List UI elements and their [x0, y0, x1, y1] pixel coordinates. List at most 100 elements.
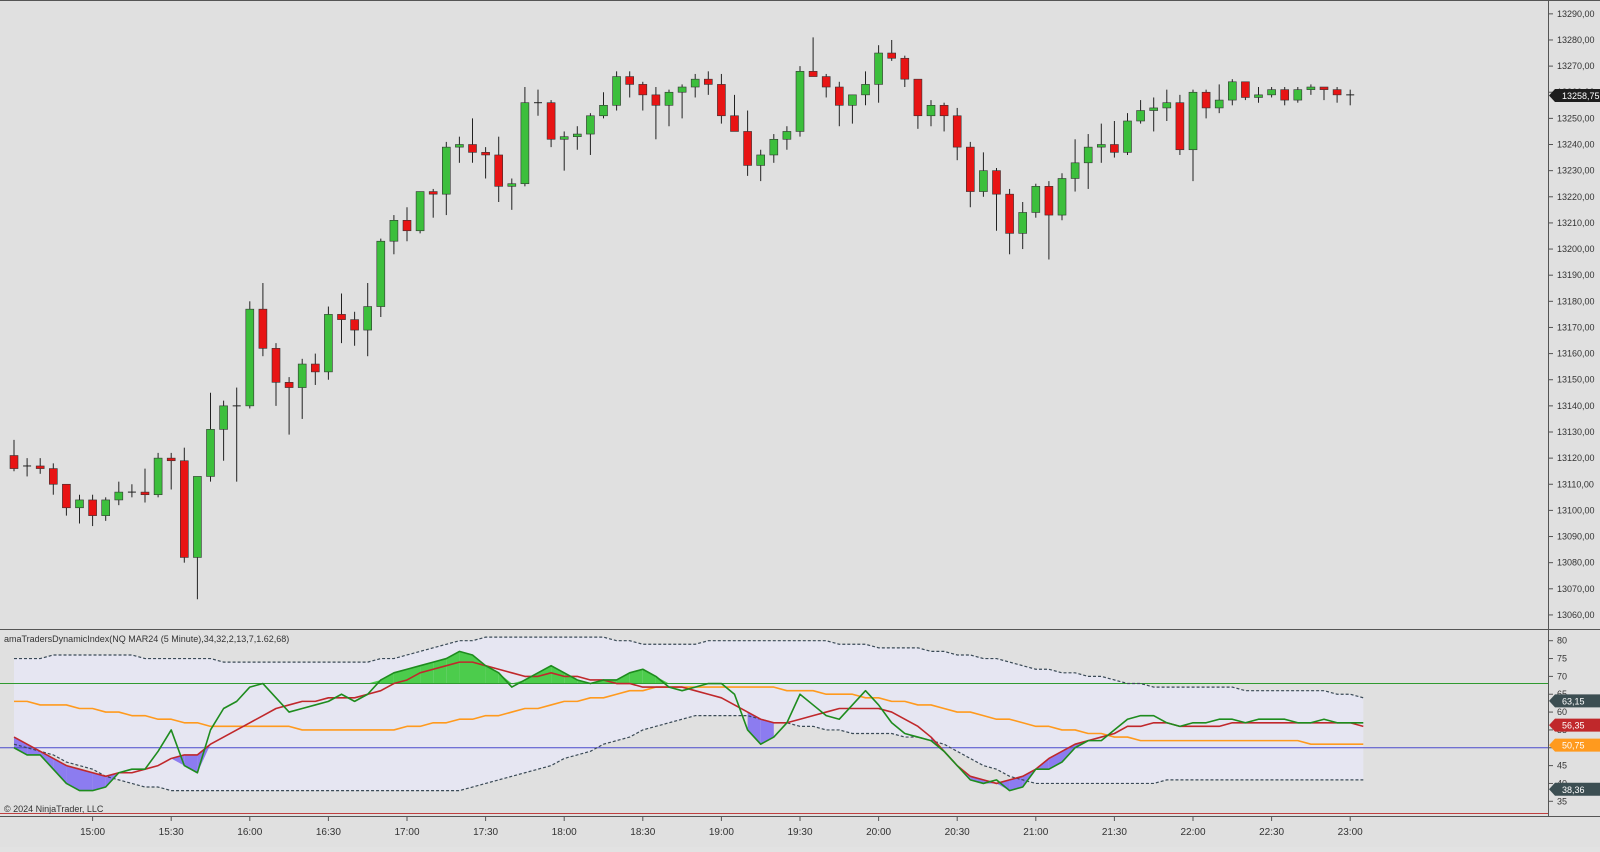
signal-line-tag-text: 56,35	[1562, 721, 1585, 731]
time-tick-label: 17:00	[394, 827, 419, 838]
candle	[1332, 87, 1342, 103]
candle	[1254, 87, 1263, 103]
candle	[101, 497, 110, 521]
candle	[1201, 89, 1211, 119]
overbought-cloud	[420, 662, 434, 684]
indicator-tick-label: 75	[1557, 654, 1567, 664]
candle	[1188, 89, 1198, 182]
candle	[75, 494, 84, 524]
candle	[965, 141, 975, 208]
oversold-cloud	[92, 772, 106, 791]
value-tags: 13258,75 63,15 56,35 50,75 38,36	[1549, 89, 1600, 796]
candle	[612, 71, 621, 111]
price-tick-label: 13270,00	[1557, 61, 1595, 71]
candle	[114, 481, 124, 506]
candle-body-down	[939, 105, 949, 117]
candle-body-down	[350, 319, 359, 331]
candle	[1083, 134, 1093, 189]
candle	[664, 89, 674, 127]
candle	[402, 207, 412, 242]
price-tick-label: 13220,00	[1557, 192, 1595, 202]
upper-band-tag-bg	[1549, 694, 1600, 708]
candle-body-down	[88, 499, 97, 516]
candle	[1110, 120, 1119, 158]
candle	[1005, 188, 1014, 255]
candle	[651, 87, 661, 140]
candle	[743, 110, 752, 176]
candle-body-up	[153, 457, 163, 496]
upper-band-tag-text: 63,15	[1562, 696, 1585, 706]
price-tick-label: 13230,00	[1557, 166, 1595, 176]
overbought-cloud	[655, 676, 669, 684]
candle	[1097, 123, 1106, 163]
time-tick-label: 16:30	[316, 827, 341, 838]
candle	[140, 468, 150, 503]
candle-body-down	[1175, 102, 1185, 151]
candle-body-up	[677, 86, 687, 93]
candle-body-down	[703, 78, 713, 85]
price-tick-label: 13240,00	[1557, 140, 1595, 150]
candle	[821, 73, 831, 98]
candle-body-up	[1188, 91, 1198, 151]
indicator-tick-label: 70	[1557, 671, 1567, 681]
middle-band-tag-bg	[1549, 738, 1600, 752]
price-tick-label: 13080,00	[1557, 558, 1595, 568]
candle	[599, 92, 608, 119]
candle	[310, 353, 320, 385]
lower-band-line	[13, 715, 1364, 792]
price-panel-bg	[0, 0, 1548, 630]
candle-body-down	[62, 483, 71, 509]
candle-body-up	[848, 94, 857, 106]
overbought-cloud	[459, 651, 473, 684]
time-tick-label: 18:30	[630, 827, 655, 838]
candle-body-up	[363, 306, 373, 331]
candle	[769, 134, 779, 163]
price-candles	[9, 37, 1355, 600]
upper-band-line	[14, 636, 1364, 699]
candle-body-up	[507, 183, 517, 187]
candle-body-down	[834, 86, 844, 106]
time-tick-label: 21:00	[1023, 827, 1048, 838]
candle	[926, 100, 936, 127]
price-tick-label: 13140,00	[1557, 401, 1595, 411]
candle	[1123, 113, 1132, 155]
candle	[193, 476, 202, 600]
candle-body-up	[1254, 94, 1263, 98]
candle-body-up	[1031, 186, 1041, 213]
candle-body-down	[965, 146, 975, 192]
candle	[180, 447, 189, 563]
candle	[703, 71, 713, 95]
time-tick-label: 19:30	[787, 827, 812, 838]
oversold-cloud	[197, 744, 211, 773]
candle	[166, 452, 176, 490]
overbought-cloud	[642, 669, 656, 684]
candle-body-up	[1123, 120, 1132, 153]
candle	[586, 113, 595, 155]
candle	[1346, 89, 1355, 106]
price-tick-label: 13210,00	[1557, 218, 1595, 228]
candle-body-down	[9, 455, 19, 469]
candle	[23, 458, 32, 477]
price-tick-label: 13280,00	[1557, 35, 1595, 45]
candle	[62, 483, 71, 516]
candle-body-down	[166, 457, 176, 462]
candle-body-up	[572, 133, 582, 137]
candle	[913, 78, 923, 129]
candle-body-down	[310, 363, 320, 373]
candle	[1018, 202, 1028, 250]
candle-body-up	[1214, 99, 1224, 109]
candle	[219, 400, 228, 461]
oversold-cloud	[184, 754, 198, 773]
candle-body-up	[1293, 89, 1303, 101]
candle	[88, 494, 97, 527]
candle	[1228, 79, 1237, 106]
market-base-line	[14, 686, 1364, 745]
candle	[363, 283, 373, 357]
price-tick-label: 13200,00	[1557, 244, 1595, 254]
price-tick-label: 13130,00	[1557, 427, 1595, 437]
candle-body-down	[730, 115, 739, 132]
rsi-price-line	[13, 650, 1364, 792]
candle	[455, 136, 464, 163]
